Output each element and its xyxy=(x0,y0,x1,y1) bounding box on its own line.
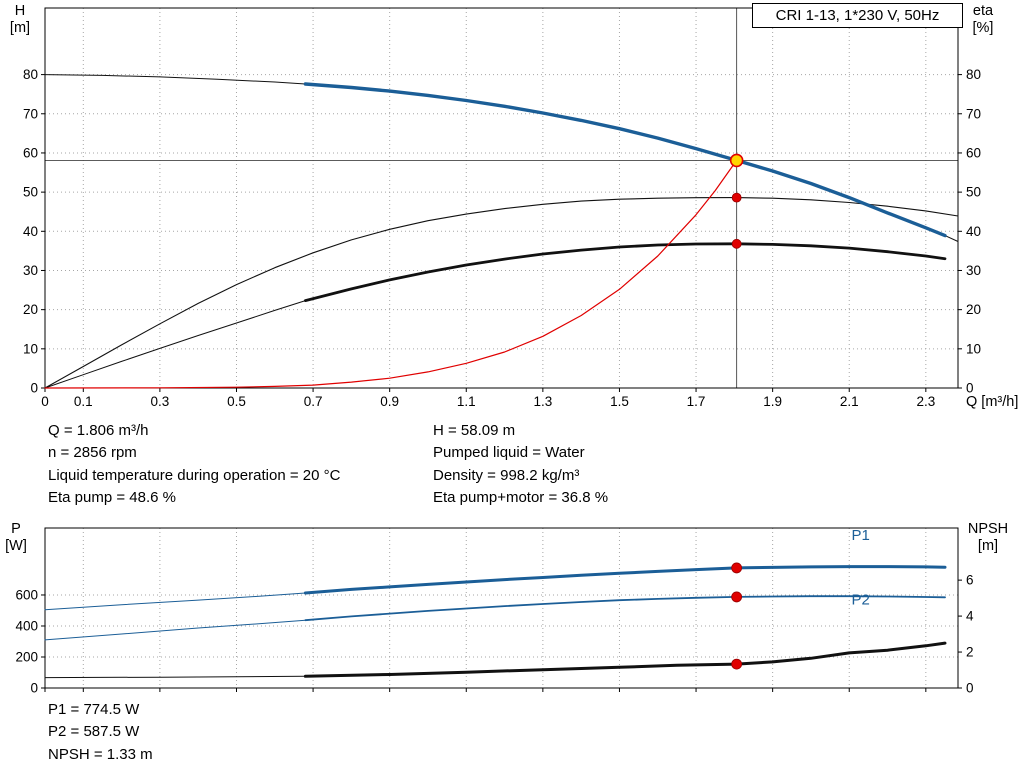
power-npsh-chart: 0 200 400 600 0 2 4 6 P1 P2 P[W] NPSH[m] xyxy=(5,521,1008,696)
p1-label: P1 xyxy=(852,527,870,544)
y-right-tick-label: 80 xyxy=(966,67,981,82)
info-liquid-temperature: Liquid temperature during operation = 20… xyxy=(48,466,341,484)
pump-curve-ext-right xyxy=(944,235,959,242)
y-left-tick-label: 600 xyxy=(15,587,38,602)
y-right-tick-label: 10 xyxy=(966,341,981,356)
y-left-axis-label: [W] xyxy=(5,538,27,554)
y-right-tick-label: 20 xyxy=(966,302,981,317)
eta-pump-motor-ext xyxy=(44,300,306,389)
x-tick-label: 0.7 xyxy=(304,394,323,409)
system-curve xyxy=(44,159,738,389)
info-pumped-liquid: Pumped liquid = Water xyxy=(433,444,585,462)
power-npsh-chart: 0 200 400 600 0 2 4 6 P1 P2 P[W] NPSH[m] xyxy=(5,521,1008,696)
y-right-tick-label: 70 xyxy=(966,106,981,121)
x-tick-label: 0.9 xyxy=(380,394,399,409)
y-right-tick-label: 2 xyxy=(966,645,974,660)
x-tick-label: 0.1 xyxy=(74,394,93,409)
y-left-tick-label: 40 xyxy=(23,224,38,239)
y-left-tick-label: 50 xyxy=(23,185,38,200)
chart-title-box: CRI 1-13, 1*230 V, 50Hz xyxy=(752,3,963,28)
y-right-tick-label: 6 xyxy=(966,573,974,588)
y-left-axis-label: H xyxy=(15,3,25,19)
duty-info-right-column: H = 58.09 m Pumped liquid = Water Densit… xyxy=(433,420,608,510)
pump-curve xyxy=(303,82,947,238)
info-eta-pump-motor: Eta pump+motor = 36.8 % xyxy=(433,489,609,507)
y-right-tick-label: 30 xyxy=(966,263,981,278)
y-left-tick-label: 400 xyxy=(15,618,38,633)
x-tick-label: 0.3 xyxy=(151,394,170,409)
p2-point xyxy=(731,591,743,603)
x-tick-label: 1.3 xyxy=(533,394,552,409)
y-left-tick-label: 80 xyxy=(23,67,38,82)
eta-pump-point xyxy=(731,192,742,203)
hq-eta-chart: 0 0.1 0.3 0.5 0.7 0.9 1.1 1.3 1.5 1.7 1.9 2.1 2.3 0 10… xyxy=(10,3,1018,410)
y-left-tick-label: 0 xyxy=(30,681,38,696)
duty-info-left-column: Q = 1.806 m³/h n = 2856 rpm Liquid tempe… xyxy=(48,420,340,510)
y-left-tick-label: 10 xyxy=(23,341,38,356)
p1-curve xyxy=(303,565,947,595)
y-right-axis-label: eta xyxy=(973,3,994,19)
duty-point xyxy=(729,153,744,168)
y-left-tick-label: 0 xyxy=(30,381,38,396)
y-left-tick-label: 200 xyxy=(15,649,38,664)
x-tick-label: 1.9 xyxy=(763,394,782,409)
plot-border xyxy=(44,7,959,389)
y-right-tick-label: 40 xyxy=(966,224,981,239)
y-right-tick-label: 50 xyxy=(966,185,981,200)
x-tick-label: 0.5 xyxy=(227,394,246,409)
y-right-tick-label: 0 xyxy=(966,381,974,396)
power-info-column: P1 = 774.5 W P2 = 587.5 W NPSH = 1.33 m xyxy=(48,699,153,766)
info-eta-pump: Eta pump = 48.6 % xyxy=(48,489,176,507)
p1-point xyxy=(731,562,743,574)
pump-curve-ext-left xyxy=(44,74,306,85)
info-p2: P2 = 587.5 W xyxy=(48,723,140,741)
x-tick-label: 0 xyxy=(41,394,49,409)
info-p1: P1 = 774.5 W xyxy=(48,701,140,718)
info-density: Density = 998.2 kg/m³ xyxy=(433,466,580,484)
p1-curve-ext xyxy=(44,592,306,611)
p2-curve xyxy=(304,595,946,622)
y-right-tick-label: 4 xyxy=(966,609,974,624)
npsh-point xyxy=(731,658,743,670)
x-tick-label: 1.1 xyxy=(457,394,476,409)
y-left-axis-label: P xyxy=(11,521,21,537)
y-left-axis-label: [m] xyxy=(10,20,30,36)
y-left-tick-label: 60 xyxy=(23,145,38,160)
x-tick-label: 2.3 xyxy=(916,394,935,409)
hq-eta-chart: 0 0.1 0.3 0.5 0.7 0.9 1.1 1.3 1.5 1.7 1.9 2.1 2.3 0 10… xyxy=(10,3,1018,410)
info-flow: Q = 1.806 m³/h xyxy=(48,422,149,439)
y-right-axis-label: [%] xyxy=(973,20,994,36)
eta-pump-motor-curve xyxy=(303,242,947,303)
y-right-axis-label: [m] xyxy=(978,538,998,554)
x-tick-label: 2.1 xyxy=(840,394,859,409)
y-right-tick-label: 60 xyxy=(966,145,981,160)
info-speed: n = 2856 rpm xyxy=(48,444,137,462)
x-tick-label: 1.7 xyxy=(687,394,706,409)
npsh-curve-ext xyxy=(44,675,306,679)
y-right-tick-label: 0 xyxy=(966,681,974,696)
p2-label: P2 xyxy=(852,591,870,608)
eta-pump-curve xyxy=(44,197,959,389)
y-left-tick-label: 30 xyxy=(23,263,38,278)
eta-pump-motor-point xyxy=(731,238,742,249)
plot-border xyxy=(44,527,959,689)
y-left-tick-label: 70 xyxy=(23,106,38,121)
info-head: H = 58.09 m xyxy=(433,422,516,439)
y-left-tick-label: 20 xyxy=(23,302,38,317)
info-npsh: NPSH = 1.33 m xyxy=(48,745,153,763)
p2-curve-ext xyxy=(44,619,306,641)
x-axis-label: Q [m³/h] xyxy=(966,394,1018,410)
x-tick-label: 1.5 xyxy=(610,394,629,409)
y-right-axis-label: NPSH xyxy=(968,521,1008,537)
